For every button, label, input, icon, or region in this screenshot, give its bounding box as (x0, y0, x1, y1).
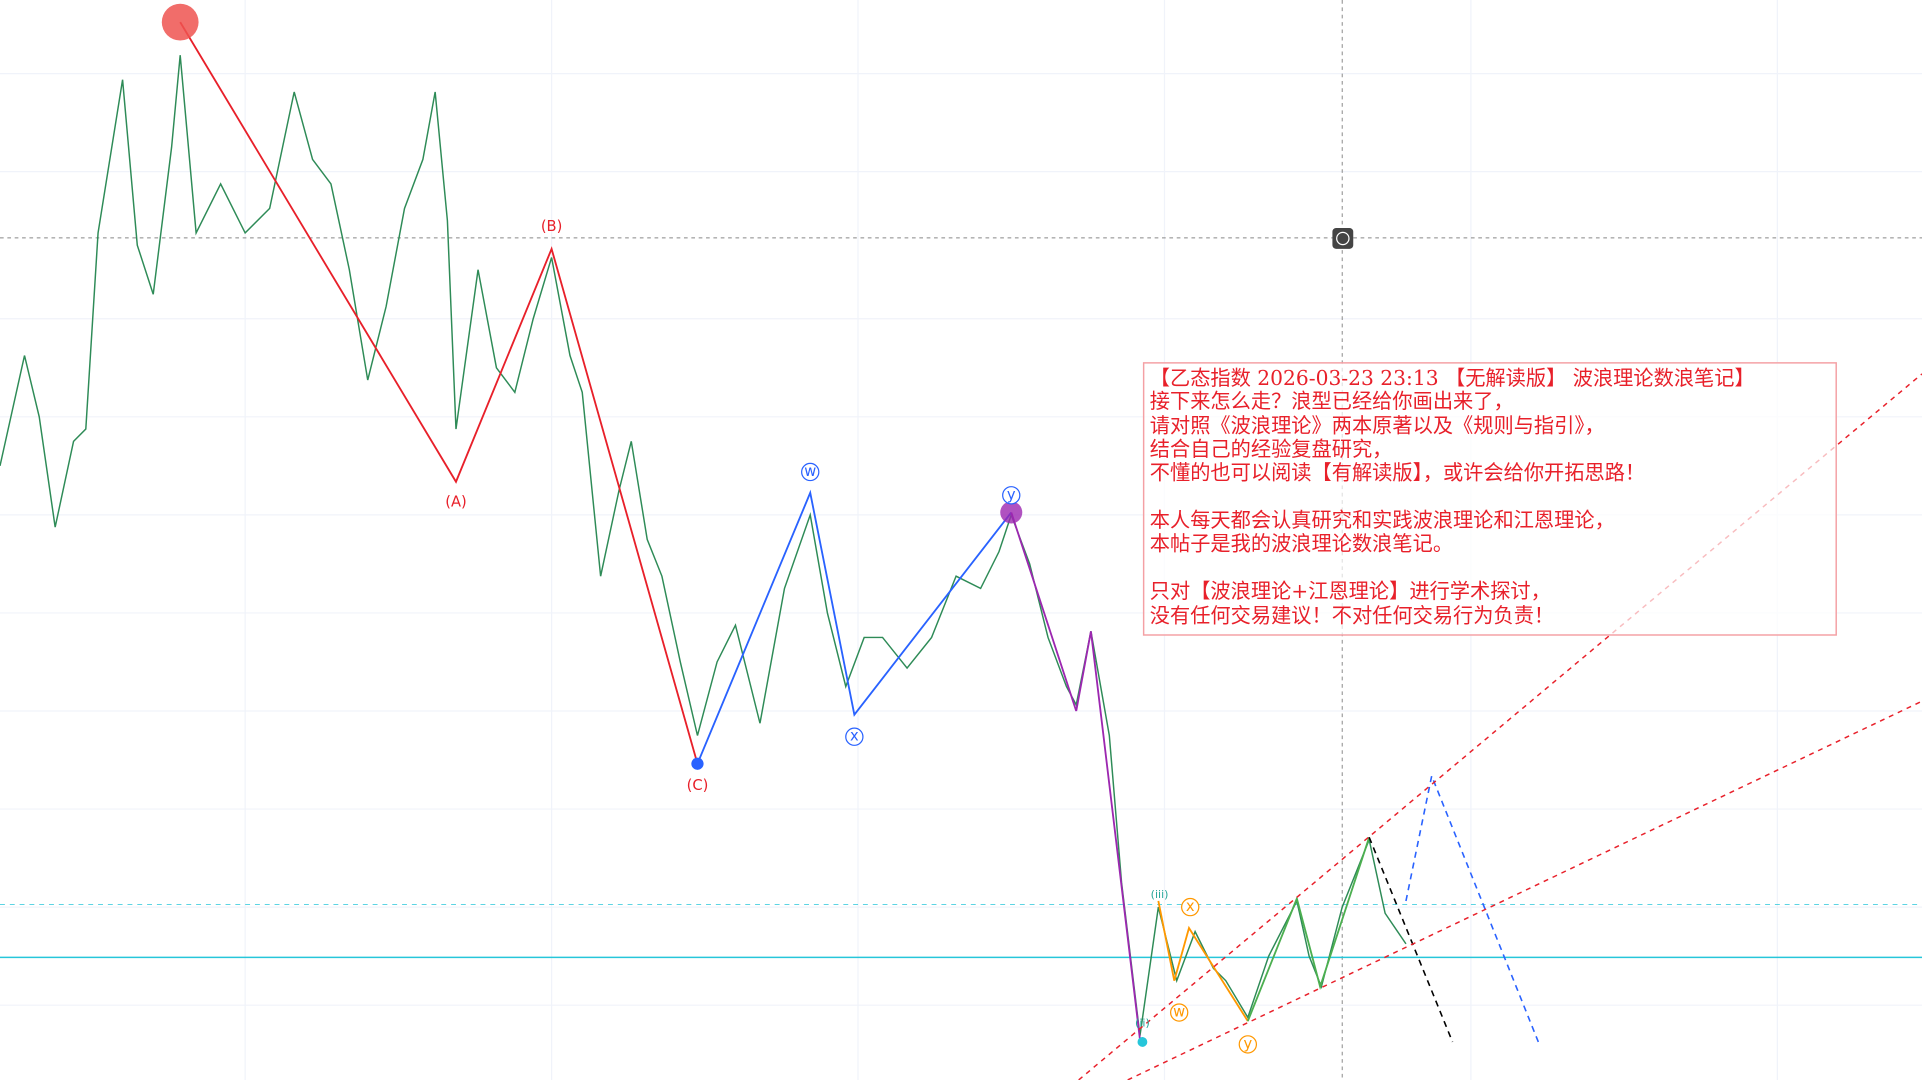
wave-point[interactable] (691, 757, 704, 770)
wave-label: y (1243, 1035, 1252, 1052)
wave-line-purple (1010, 512, 1141, 1040)
wave-label: w (804, 463, 816, 480)
label-ring (845, 727, 864, 746)
note-line: 不懂的也可以阅读【有解读版】，或许会给你开拓思路！ (1150, 460, 1645, 484)
note-line: 【乙态指数 2026-03-23 23:13 【无解读版】 波浪理论数浪笔记】 (1150, 366, 1755, 390)
wave-point[interactable] (1000, 501, 1023, 524)
label-ring (801, 462, 820, 482)
projection-black (1368, 836, 1454, 1043)
note-line: 没有任何交易建议！不对任何交易行为负责！ (1150, 604, 1554, 628)
wave-point[interactable] (1137, 1037, 1148, 1047)
note-line: 请对照《波浪理论》两本原著以及《规则与指引》， (1150, 414, 1605, 438)
channel-lower (1127, 700, 1922, 1080)
wave-label: (C) (687, 777, 709, 794)
note-line: 本人每天都会认真研究和实践波浪理论和江恩理论， (1150, 508, 1615, 532)
wave-line-green (1246, 836, 1371, 1022)
note-box (1142, 362, 1837, 636)
wave-label: x (1186, 898, 1195, 915)
wave-line-orange (1157, 900, 1249, 1022)
wave-line-blue (696, 489, 1012, 765)
wave-point[interactable] (161, 3, 199, 41)
wave-label: (ii) (1135, 1017, 1150, 1030)
wave-label: y (1007, 486, 1016, 503)
wave-label: (B) (541, 218, 563, 235)
crosshair-icon (1336, 231, 1350, 246)
label-ring (1238, 1035, 1258, 1054)
note-line: 接下来怎么走？浪型已经给你画出来了， (1150, 389, 1514, 413)
wave-label: w (1173, 1004, 1185, 1021)
crosshair-button[interactable] (1332, 228, 1354, 249)
wave-label: x (850, 728, 859, 745)
label-ring (1002, 486, 1021, 505)
wave-line-red (179, 21, 699, 764)
note-line: 只对【波浪理论+江恩理论】进行学术探讨， (1150, 579, 1551, 603)
note-line: 结合自己的经验复盘研究， (1150, 437, 1393, 461)
wave-label: (A) (445, 494, 467, 511)
label-ring (1169, 1003, 1189, 1022)
projection-blue (1405, 773, 1540, 1043)
label-ring (1181, 897, 1200, 917)
note-line: 本帖子是我的波浪理论数浪笔记。 (1150, 531, 1453, 555)
wave-label: (iii) (1151, 888, 1169, 901)
